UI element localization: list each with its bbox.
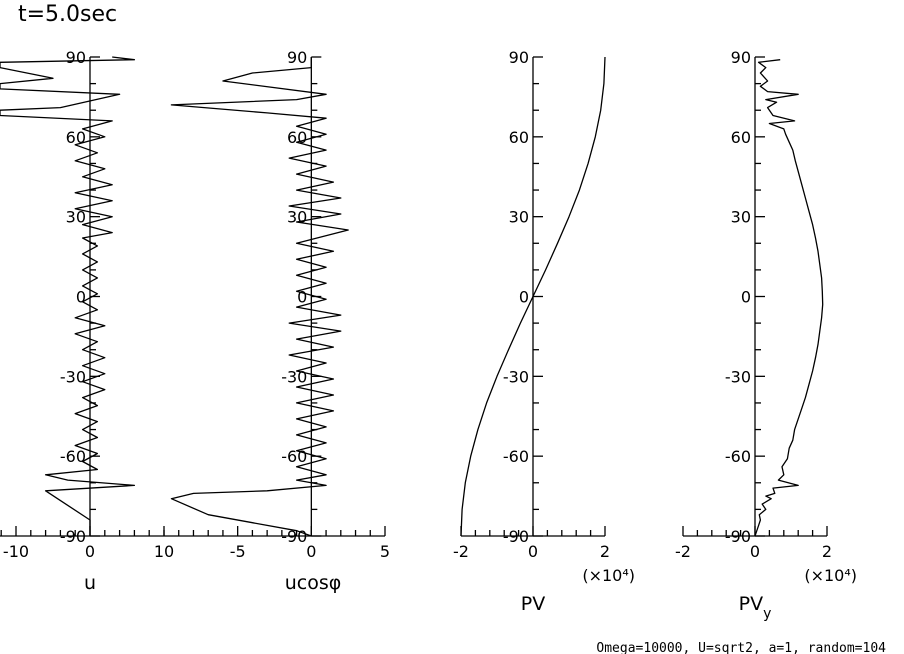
ucos-y-tick-label: 90 bbox=[287, 48, 307, 67]
pvy-x-tick-label: 2 bbox=[822, 542, 832, 561]
pvy-x-label-text: PV bbox=[739, 593, 763, 615]
u-y-tick-label: 0 bbox=[76, 288, 86, 307]
pvy-y-tick-label: 0 bbox=[741, 288, 751, 307]
pvy-x-label-subscript: y bbox=[763, 606, 771, 622]
pv-y-tick-label: 60 bbox=[509, 128, 529, 147]
ucos-y-tick-label: -30 bbox=[281, 367, 307, 386]
u-y-tick-label: 90 bbox=[66, 48, 86, 67]
ucos-y-tick-label: 30 bbox=[287, 208, 307, 227]
u-x-label: u bbox=[84, 572, 96, 594]
pvy-series-line bbox=[754, 59, 824, 537]
pvy-scale-note: (×10⁴) bbox=[804, 566, 857, 585]
pvy-y-tick-label: -90 bbox=[725, 527, 751, 546]
time-label: t=5.0sec bbox=[18, 2, 117, 27]
pv-y-tick-label: -90 bbox=[503, 527, 529, 546]
pvy-x-label: PVy bbox=[739, 593, 772, 622]
u-x-label-text: u bbox=[84, 572, 96, 594]
panel-pv: -90 -60 -30 0 30 60 90 -2 0 2 PV (×10⁴) bbox=[453, 48, 635, 615]
ucos-x-tick-label: 5 bbox=[380, 542, 390, 561]
pvy-y-tick-label: -60 bbox=[725, 447, 751, 466]
panel-u: -90 -60 -30 0 30 60 90 -10 0 10 u bbox=[0, 48, 174, 594]
pv-x-label-text: PV bbox=[521, 593, 545, 615]
pvy-y-tick-label: 60 bbox=[731, 128, 751, 147]
pv-y-tick-label: -60 bbox=[503, 447, 529, 466]
ucos-x-label-text: ucosφ bbox=[285, 572, 342, 594]
u-series-line bbox=[0, 56, 136, 536]
pv-y-tick-label: -30 bbox=[503, 367, 529, 386]
pv-scale-note: (×10⁴) bbox=[582, 566, 635, 585]
ucos-series-line bbox=[170, 57, 349, 537]
u-x-tick-label: -10 bbox=[3, 542, 29, 561]
panel-pvy: -90 -60 -30 0 30 60 90 -2 0 2 PVy (×10⁴) bbox=[675, 48, 857, 622]
pvy-y-tick-label: 90 bbox=[731, 48, 751, 67]
footer-parameters: Omega=10000, U=sqrt2, a=1, random=104 bbox=[596, 641, 886, 654]
pv-x-tick-label: 0 bbox=[528, 542, 538, 561]
u-x-tick-label: 10 bbox=[154, 542, 174, 561]
ucos-x-label: ucosφ bbox=[285, 572, 342, 594]
u-x-tick-label: 0 bbox=[85, 542, 95, 561]
pv-x-tick-label: 2 bbox=[600, 542, 610, 561]
pv-y-tick-label: 90 bbox=[509, 48, 529, 67]
ucos-y-tick-label: 60 bbox=[287, 128, 307, 147]
pvy-x-tick-label: -2 bbox=[675, 542, 691, 561]
ucos-y-tick-label: -60 bbox=[281, 447, 307, 466]
pvy-y-tick-label: 30 bbox=[731, 208, 751, 227]
u-y-tick-label: 30 bbox=[66, 208, 86, 227]
ucos-x-tick-label: -5 bbox=[230, 542, 246, 561]
ucos-y-tick-label: 0 bbox=[297, 288, 307, 307]
u-y-tick-label: -90 bbox=[60, 527, 86, 546]
u-y-tick-label: 60 bbox=[66, 128, 86, 147]
u-y-tick-label: -60 bbox=[60, 447, 86, 466]
ucos-x-tick-label: 0 bbox=[306, 542, 316, 561]
pv-series-line bbox=[460, 56, 606, 537]
pv-x-tick-label: -2 bbox=[453, 542, 469, 561]
pv-y-tick-label: 30 bbox=[509, 208, 529, 227]
pv-y-tick-label: 0 bbox=[519, 288, 529, 307]
u-y-tick-label: -30 bbox=[60, 367, 86, 386]
pvy-x-tick-label: 0 bbox=[750, 542, 760, 561]
pv-x-label: PV bbox=[521, 593, 545, 615]
pvy-y-tick-label: -30 bbox=[725, 367, 751, 386]
